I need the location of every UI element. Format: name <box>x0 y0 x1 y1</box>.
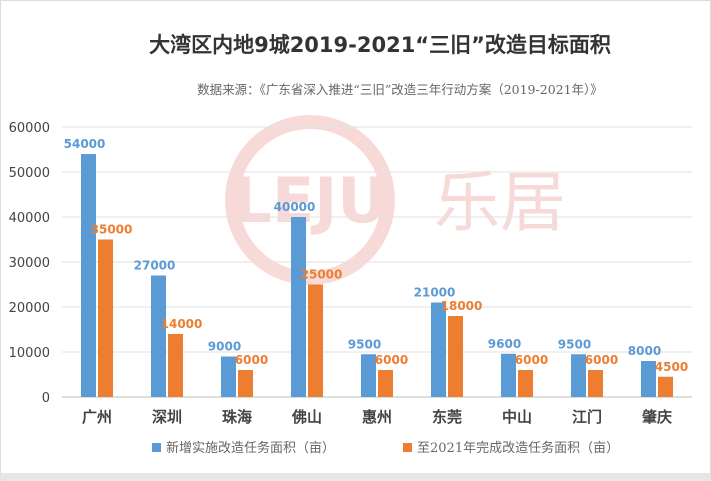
y-tick-label: 50000 <box>9 166 50 181</box>
bar-series-2 <box>588 370 603 397</box>
data-label: 14000 <box>161 317 203 331</box>
bar-series-1 <box>361 354 376 397</box>
watermark-logo: LEJU 乐居 <box>225 115 566 285</box>
svg-text:乐居: 乐居 <box>434 164 566 241</box>
data-label: 9500 <box>558 337 591 351</box>
data-label: 18000 <box>441 299 483 313</box>
data-label: 6000 <box>375 353 408 367</box>
bar-series-1 <box>291 217 306 397</box>
x-tick-label: 广州 <box>82 408 112 426</box>
x-tick-label: 肇庆 <box>641 408 672 426</box>
bar-series-2 <box>448 316 463 397</box>
x-tick-label: 珠海 <box>222 408 252 426</box>
data-label: 27000 <box>134 259 176 273</box>
x-tick-label: 江门 <box>572 408 602 426</box>
x-tick-label: 东莞 <box>432 408 462 426</box>
bar-series-1 <box>571 354 586 397</box>
data-label: 40000 <box>274 200 316 214</box>
bar-series-2 <box>518 370 533 397</box>
data-label: 35000 <box>91 223 133 237</box>
data-label: 25000 <box>301 268 343 282</box>
data-label: 21000 <box>414 286 456 300</box>
data-label: 8000 <box>628 344 661 358</box>
bar-series-1 <box>501 353 516 397</box>
bar-series-2 <box>238 370 253 397</box>
y-tick-label: 30000 <box>9 256 50 271</box>
data-label: 6000 <box>585 353 618 367</box>
bar-series-2 <box>378 370 393 397</box>
data-label: 54000 <box>64 137 106 151</box>
bar-series-2 <box>658 376 673 397</box>
x-tick-label: 惠州 <box>362 408 392 426</box>
bar-series-1 <box>431 302 446 397</box>
data-label: 9500 <box>348 337 381 351</box>
y-tick-label: 60000 <box>9 121 50 136</box>
data-label: 6000 <box>235 353 268 367</box>
data-label: 9600 <box>488 337 521 351</box>
y-tick-label: 20000 <box>9 301 50 316</box>
y-tick-label: 40000 <box>9 211 50 226</box>
y-tick-label: 0 <box>42 391 50 406</box>
svg-text:LEJU: LEJU <box>232 164 387 237</box>
x-tick-label: 佛山 <box>291 408 322 426</box>
legend-swatch <box>403 443 412 452</box>
bar-series-2 <box>168 334 183 397</box>
x-tick-label: 中山 <box>502 408 532 426</box>
bar-series-1 <box>151 275 166 397</box>
bar-series-1 <box>81 154 96 397</box>
legend-swatch <box>152 443 161 452</box>
bar-series-2 <box>98 239 113 397</box>
bar-series-1 <box>641 361 656 397</box>
data-label: 9000 <box>208 340 241 354</box>
chart-title: 大湾区内地9城2019-2021“三旧”改造目标面积 <box>149 33 611 57</box>
x-tick-label: 深圳 <box>152 408 182 426</box>
bar-series-2 <box>308 284 323 397</box>
chart-subtitle: 数据来源：《广东省深入推进“三旧”改造三年行动方案（2019-2021年）》 <box>197 82 603 97</box>
data-label: 4500 <box>655 360 688 374</box>
legend-label: 新增实施改造任务面积（亩） <box>166 440 335 456</box>
legend-label: 至2021年完成改造任务面积（亩） <box>417 440 619 456</box>
bar-series-1 <box>221 356 236 397</box>
data-label: 6000 <box>515 353 548 367</box>
y-tick-label: 10000 <box>9 346 50 361</box>
